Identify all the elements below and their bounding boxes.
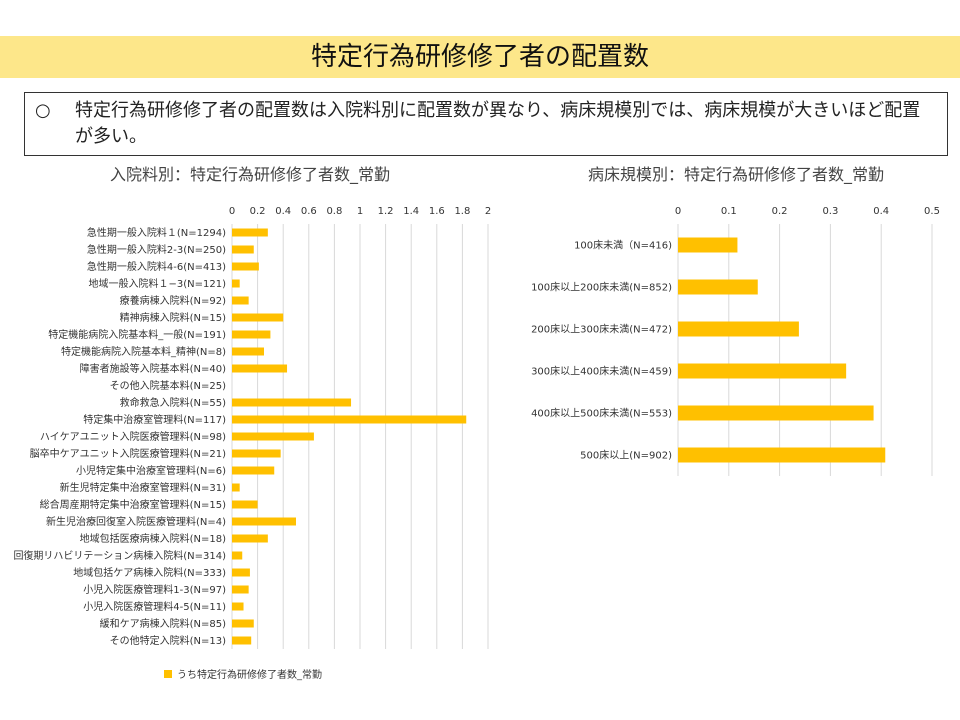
page-title: 特定行為研修修了者の配置数	[310, 42, 649, 72]
chart1-tick-label: 1.2	[378, 206, 394, 217]
chart2-tick-label: 0.3	[822, 206, 838, 217]
chart1-plot: 0 0.2 0.4 0.6 0.8 1 1.2 1.4 1.6 1.8 2 急性期一般入院料１(N=1…	[13, 206, 491, 649]
chart1-category-label: 救命救急入院料(N=55)	[120, 396, 226, 409]
chart1-category-label: 新生児特定集中治療室管理料(N=31)	[60, 481, 226, 494]
chart1-bar	[232, 636, 252, 645]
chart1-bar	[232, 500, 258, 509]
chart2-category-label: 100床未満（N=416)	[574, 239, 672, 252]
chart2-tick-label: 0.5	[924, 206, 940, 217]
chart1-category-label: 急性期一般入院料2-3(N=250)	[87, 243, 226, 256]
chart1-category-label: 地域一般入院料１−3(N=121)	[89, 277, 227, 290]
chart1-bar	[232, 313, 284, 322]
chart1-category-label: 地域包括医療病棟入院料(N=18)	[80, 532, 226, 545]
chart1-bar	[232, 364, 288, 373]
chart1-bar	[232, 602, 244, 611]
chart1-category-label: 緩和ケア病棟入院料(N=85)	[100, 617, 226, 630]
chart1-bar	[232, 568, 250, 577]
chart1-category-label: 精神病棟入院料(N=15)	[120, 311, 226, 324]
chart2-tick-label: 0.2	[772, 206, 788, 217]
chart1-bar	[232, 347, 264, 356]
chart1-bar	[232, 534, 268, 543]
chart1-category-label: 特定機能病院入院基本料_精神(N=8)	[61, 345, 226, 358]
chart1-category-label: 小児入院医療管理料4-5(N=11)	[83, 600, 226, 613]
chart2-category-label: 200床以上300床未満(N=472)	[531, 323, 672, 336]
legend-swatch	[164, 670, 172, 678]
chart2-bar	[678, 321, 799, 337]
summary-bullet: ○	[35, 100, 51, 121]
chart1-category-label: 急性期一般入院料１(N=1294)	[87, 226, 226, 239]
legend-label: うち特定行為研修修了者数_常勤	[177, 668, 322, 681]
chart2-bar	[678, 405, 874, 421]
chart1-category-label: 療養病棟入院料(N=92)	[120, 294, 226, 307]
chart1-tick-label: 0	[229, 206, 235, 217]
chart1-bar	[232, 585, 249, 594]
chart2-bar	[678, 363, 847, 379]
chart1-category-label: 急性期一般入院料4-6(N=413)	[87, 260, 226, 273]
chart2-category-label: 400床以上500床未満(N=553)	[531, 407, 672, 420]
chart1-bar	[232, 228, 268, 237]
chart1-tick-label: 0.6	[301, 206, 317, 217]
chart1-bar	[232, 449, 281, 458]
chart1-title: 入院料別：特定行為研修修了者数_常勤	[110, 165, 390, 185]
chart2-plot: 0 0.1 0.2 0.3 0.4 0.5 100床未満（N=416) 100床以上200床未…	[531, 206, 940, 476]
chart1-category-label: ハイケアユニット入院医療管理料(N=98)	[40, 430, 226, 443]
chart1-bar	[232, 245, 254, 254]
chart2-title: 病床規模別：特定行為研修修了者数_常勤	[588, 165, 884, 185]
chart1-bar	[232, 279, 240, 288]
chart1-tick-label: 0.8	[326, 206, 342, 217]
chart1-tick-label: 0.4	[275, 206, 291, 217]
chart1-category-label: 障害者施設等入院基本料(N=40)	[80, 362, 226, 375]
chart2-bar	[678, 237, 738, 253]
chart1-tick-label: 1.4	[403, 206, 419, 217]
chart2-bar	[678, 279, 758, 295]
chart1-bar	[232, 483, 240, 492]
chart1-category-label: 総合周産期特定集中治療室管理料(N=15)	[40, 498, 226, 511]
chart1-bar	[232, 551, 243, 560]
chart1-tick-label: 2	[485, 206, 491, 217]
chart2-tick-label: 0.4	[873, 206, 889, 217]
chart2-tick-label: 0	[675, 206, 681, 217]
chart1-category-label: 特定集中治療室管理料(N=117)	[83, 413, 226, 426]
chart1-bar	[232, 619, 254, 628]
summary-box: ○ 特定行為研修修了者の配置数は入院料別に配置数が異なり、病床規模別では、病床規…	[24, 92, 948, 156]
chart1-bar	[232, 262, 259, 271]
chart1-category-label: 特定機能病院入院基本料_一般(N=191)	[48, 328, 226, 341]
summary-text: 特定行為研修修了者の配置数は入院料別に配置数が異なり、病床規模別では、病床規模が…	[75, 100, 921, 147]
chart1-bar	[232, 415, 467, 424]
chart1-category-label: 小児入院医療管理料1-3(N=97)	[83, 583, 226, 596]
chart2-category-label: 300床以上400床未満(N=459)	[531, 365, 672, 378]
chart1-bar	[232, 330, 271, 339]
chart1-category-label: その他入院基本料(N=25)	[110, 379, 226, 392]
chart1-bar	[232, 398, 352, 407]
chart2-category-label: 100床以上200床未満(N=852)	[531, 281, 672, 294]
title-band	[0, 36, 960, 78]
chart1-category-label: その他特定入院料(N=13)	[110, 634, 226, 647]
chart2-bar	[678, 447, 886, 463]
chart1-category-label: 脳卒中ケアユニット入院医療管理料(N=21)	[30, 447, 226, 460]
chart1-bar	[232, 517, 296, 526]
chart1-tick-label: 0.2	[250, 206, 266, 217]
chart1-category-label: 地域包括ケア病棟入院料(N=333)	[73, 566, 226, 579]
chart2-category-label: 500床以上(N=902)	[580, 449, 672, 462]
chart1-category-label: 回復期リハビリテーション病棟入院料(N=314)	[13, 549, 226, 562]
chart1-bar	[232, 296, 249, 305]
chart1-category-label: 新生児治療回復室入院医療管理料(N=4)	[46, 515, 226, 528]
chart1-bar	[232, 466, 275, 475]
chart2-tick-label: 0.1	[721, 206, 737, 217]
chart1-tick-label: 1.8	[454, 206, 470, 217]
chart1-bar	[232, 432, 314, 441]
chart1-category-label: 小児特定集中治療室管理料(N=6)	[76, 464, 226, 477]
chart1-tick-label: 1.6	[429, 206, 445, 217]
chart1-tick-label: 1	[357, 206, 363, 217]
